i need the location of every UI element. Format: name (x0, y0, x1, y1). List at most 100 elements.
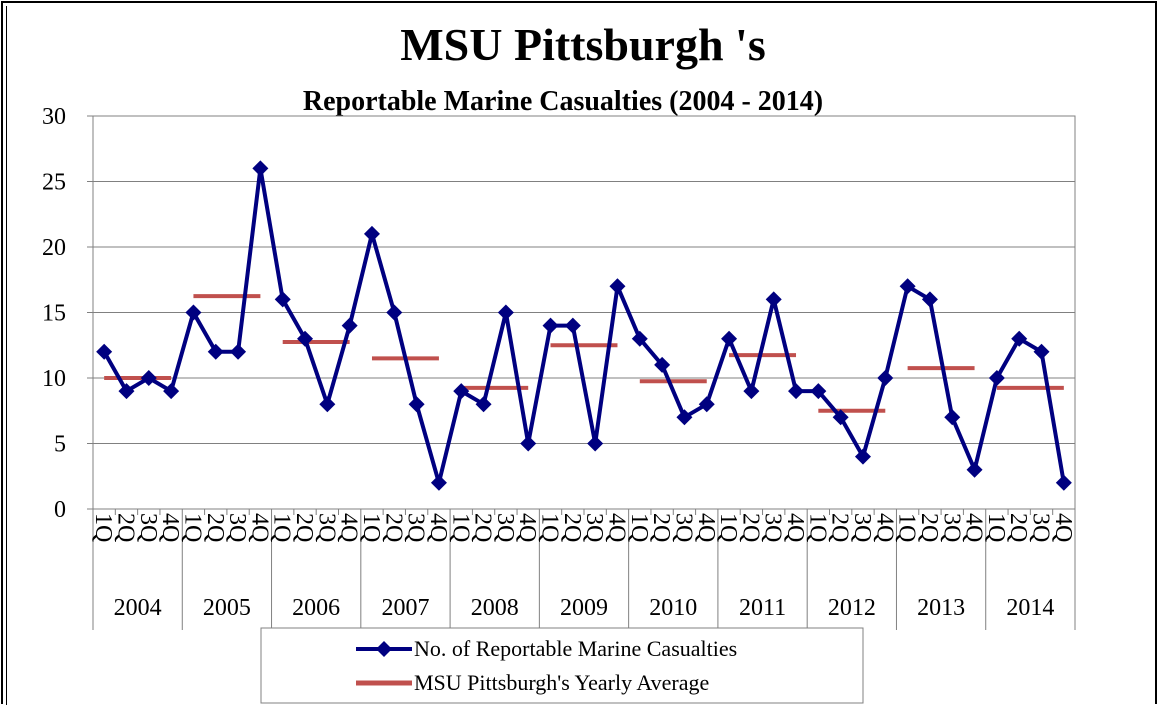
data-point-marker (430, 474, 447, 491)
year-label: 2008 (471, 595, 519, 621)
data-point-marker (587, 435, 604, 452)
y-tick-label: 10 (42, 366, 66, 392)
quarter-tick-label: 3Q (224, 513, 250, 542)
quarter-tick-label: 4Q (693, 513, 719, 542)
quarter-tick-label: 3Q (135, 513, 161, 542)
quarter-tick-label: 3Q (938, 513, 964, 542)
y-tick-label: 15 (42, 301, 66, 327)
quarter-tick-label: 1Q (983, 513, 1009, 542)
data-point-marker (564, 317, 581, 334)
data-point-marker (140, 370, 157, 386)
data-point-marker (743, 383, 760, 400)
quarter-tick-label: 1Q (269, 513, 295, 542)
data-point-marker (274, 291, 291, 308)
year-label: 2012 (828, 595, 876, 621)
year-label: 2007 (381, 595, 429, 621)
data-point-marker (988, 370, 1005, 386)
year-label: 2005 (203, 595, 251, 621)
data-point-marker (698, 396, 715, 413)
data-point-marker (944, 409, 961, 426)
quarter-tick-label: 4Q (961, 513, 987, 542)
quarter-tick-label: 2Q (648, 513, 674, 542)
quarter-tick-label: 1Q (358, 513, 384, 542)
data-point-marker (497, 304, 514, 321)
y-tick-label: 5 (54, 432, 66, 458)
year-label: 2010 (649, 595, 697, 621)
data-point-marker (252, 160, 269, 177)
quarter-tick-label: 1Q (537, 513, 563, 542)
quarter-tick-label: 3Q (403, 513, 429, 542)
year-label: 2011 (739, 595, 786, 621)
data-point-marker (810, 383, 827, 400)
quarter-tick-label: 3Q (670, 513, 696, 542)
quarter-tick-label: 4Q (1050, 513, 1076, 542)
quarter-tick-label: 4Q (157, 513, 183, 542)
data-point-marker (207, 343, 224, 360)
data-point-marker (854, 448, 871, 465)
quarter-tick-label: 2Q (380, 513, 406, 542)
quarter-tick-label: 4Q (246, 513, 272, 542)
data-point-marker (408, 396, 425, 413)
year-label: 2009 (560, 595, 608, 621)
data-point-marker (765, 291, 782, 308)
legend-casualties-marker (376, 641, 392, 657)
data-point-marker (542, 317, 559, 334)
y-tick-label: 0 (54, 497, 66, 523)
data-point-marker (163, 383, 180, 400)
quarter-tick-label: 4Q (425, 513, 451, 542)
data-point-marker (676, 409, 693, 426)
legend-box (260, 627, 864, 704)
data-point-marker (363, 225, 380, 242)
data-point-marker (721, 330, 738, 347)
data-point-marker (832, 409, 849, 426)
quarter-tick-label: 4Q (514, 513, 540, 542)
year-label: 2013 (917, 595, 965, 621)
quarter-tick-label: 1Q (626, 513, 652, 542)
quarter-tick-label: 4Q (603, 513, 629, 542)
quarter-tick-label: 2Q (470, 513, 496, 542)
quarter-tick-label: 3Q (849, 513, 875, 542)
quarter-tick-label: 2Q (202, 513, 228, 542)
quarter-tick-label: 4Q (782, 513, 808, 542)
quarter-tick-label: 2Q (827, 513, 853, 542)
data-point-marker (1055, 474, 1072, 491)
quarter-tick-label: 1Q (715, 513, 741, 542)
data-point-marker (631, 330, 648, 347)
gridlines (93, 181, 1075, 444)
data-point-marker (297, 330, 314, 347)
frame-inner-border (6, 6, 7, 705)
data-point-marker (966, 461, 983, 478)
quarter-tick-label: 2Q (1005, 513, 1031, 542)
quarter-tick-label: 2Q (916, 513, 942, 542)
quarter-tick-label: 2Q (737, 513, 763, 542)
y-tick-label: 25 (42, 170, 66, 196)
data-point-marker (475, 396, 492, 413)
data-point-marker (386, 304, 403, 321)
data-point-marker (230, 343, 247, 360)
data-point-marker (96, 343, 113, 360)
quarter-tick-label: 1Q (804, 513, 830, 542)
data-point-marker (341, 317, 358, 334)
casualties-line (102, 168, 1066, 491)
data-point-marker (654, 356, 671, 373)
quarter-tick-label: 3Q (492, 513, 518, 542)
data-point-marker (899, 278, 916, 295)
legend: No. of Reportable Marine Casualties MSU … (260, 627, 864, 704)
quarter-tick-label: 1Q (447, 513, 473, 542)
year-label: 2004 (114, 595, 162, 621)
year-label: 2006 (292, 595, 340, 621)
quarter-tick-label: 2Q (559, 513, 585, 542)
data-point-marker (609, 278, 626, 295)
y-tick-label: 30 (42, 104, 66, 130)
quarter-tick-label: 3Q (581, 513, 607, 542)
data-point-marker (118, 383, 135, 400)
quarter-tick-label: 3Q (760, 513, 786, 542)
data-point-marker (788, 383, 805, 400)
quarter-tick-label: 1Q (90, 513, 116, 542)
quarter-tick-label: 3Q (313, 513, 339, 542)
quarter-tick-label: 4Q (871, 513, 897, 542)
casualties-series (96, 160, 1072, 491)
year-label: 2014 (1006, 595, 1054, 621)
